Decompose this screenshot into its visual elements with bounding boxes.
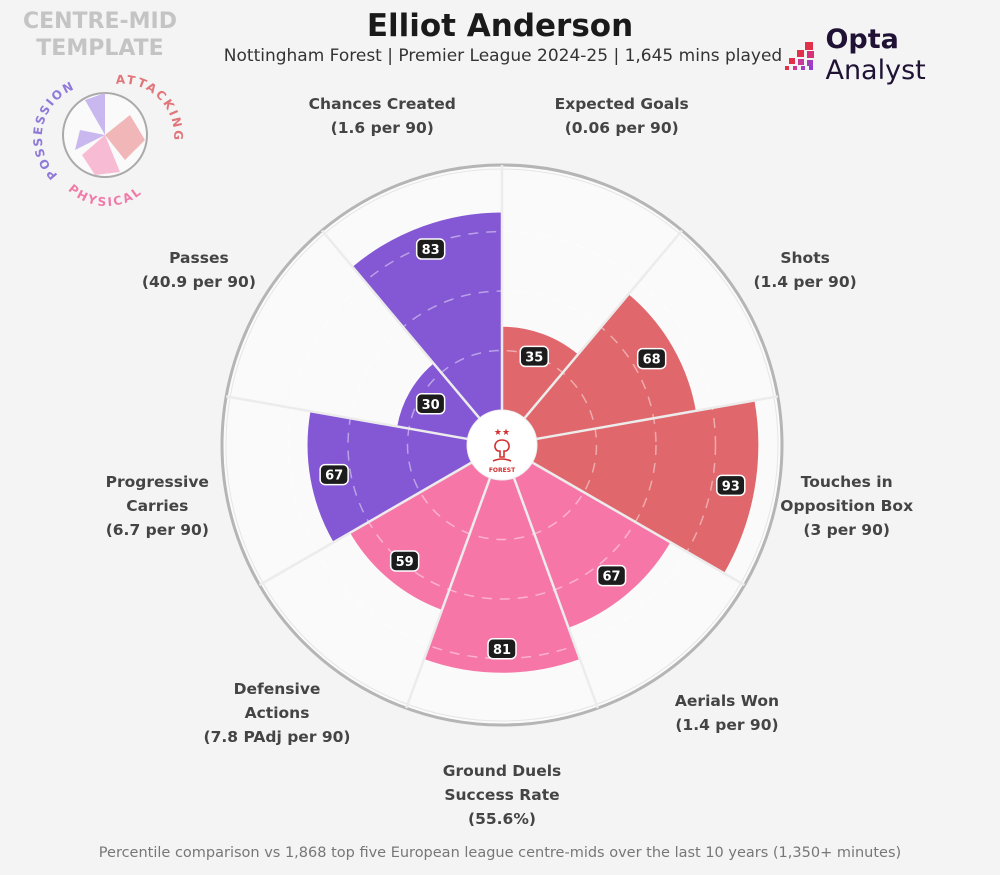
slice-divider (258, 461, 473, 587)
template-legend-icon: POSSESSION ATTACKING PHYSICAL (31, 73, 184, 210)
value-label-box (716, 474, 746, 497)
bar-attacking (524, 294, 696, 439)
bar-possession (307, 411, 472, 543)
badge-text: FOREST (489, 467, 516, 474)
value-label-text: 68 (643, 353, 661, 368)
brand-bold: Opta (825, 24, 899, 55)
bar-possession (352, 212, 502, 419)
value-label: 35 (519, 345, 550, 368)
forest-tree-icon (492, 439, 512, 462)
slice-divider (405, 477, 492, 709)
value-label-text: 30 (422, 398, 440, 413)
value-label: 59 (389, 550, 420, 572)
badge-stars-icon: ★★ (494, 428, 510, 438)
value-label: 30 (415, 393, 446, 415)
value-label: 67 (596, 564, 627, 587)
category-label: (55.6%) (468, 810, 536, 828)
category-label: (7.8 PAdj per 90) (204, 728, 351, 746)
category-label: (1.6 per 90) (331, 119, 434, 137)
value-label-box (636, 347, 667, 370)
value-label-box (487, 638, 517, 660)
brand-rest: Analyst (825, 55, 926, 86)
category-label: (3 per 90) (803, 521, 890, 539)
category-label: (0.06 per 90) (565, 119, 679, 137)
slice-divider (523, 229, 683, 419)
slice-divider (536, 395, 778, 441)
bar-attacking (532, 400, 759, 574)
category-label: Expected Goals (555, 95, 689, 113)
bar-physical (424, 477, 580, 673)
slice-divider (512, 477, 599, 709)
value-label-box (596, 564, 627, 587)
opta-logo-icon (785, 42, 814, 70)
category-label: (6.7 per 90) (106, 521, 209, 539)
category-label: (1.4 per 90) (753, 273, 856, 291)
value-label: 83 (415, 238, 446, 260)
category-label: (40.9 per 90) (142, 273, 256, 291)
value-label: 68 (636, 347, 667, 370)
category-label: Opposition Box (780, 497, 913, 515)
slice-divider (531, 461, 746, 587)
template-line-1: CENTRE-MID (22, 9, 178, 34)
category-label: Shots (780, 249, 829, 267)
value-label-text: 59 (396, 555, 414, 570)
category-label: Chances Created (309, 95, 456, 113)
value-label-text: 83 (422, 243, 440, 258)
category-label: Passes (169, 249, 229, 267)
category-label: Defensive (234, 680, 321, 698)
value-label-text: 93 (722, 479, 740, 494)
value-label-box (415, 238, 446, 260)
category-label: (1.4 per 90) (675, 716, 778, 734)
value-label-box (519, 345, 550, 368)
value-label-box (389, 550, 420, 572)
subtitle: Nottingham Forest | Premier League 2024-… (223, 46, 783, 66)
category-label: Actions (245, 704, 310, 722)
gridline-25 (406, 349, 598, 541)
slice-divider (226, 395, 468, 441)
category-label: Carries (126, 497, 188, 515)
player-name: Elliot Anderson (366, 8, 634, 44)
footer-note: Percentile comparison vs 1,868 top five … (98, 845, 902, 861)
value-label-text: 67 (325, 469, 343, 484)
slice-divider (321, 229, 481, 419)
value-label: 67 (319, 463, 349, 486)
category-label: Touches in (801, 473, 893, 491)
category-label: Ground Duels (443, 762, 562, 780)
template-title: CENTRE-MID TEMPLATE (20, 8, 180, 62)
value-label: 93 (716, 474, 746, 497)
club-badge (466, 409, 538, 481)
value-label-box (319, 463, 349, 486)
value-label-text: 67 (603, 570, 621, 585)
opta-analyst-logo: Opta Analyst (785, 24, 1000, 86)
category-label: Progressive (106, 473, 209, 491)
bar-physical (513, 462, 671, 628)
value-label-text: 35 (525, 350, 543, 365)
category-label: Aerials Won (675, 692, 779, 710)
category-label: Success Rate (444, 786, 559, 804)
value-label: 81 (487, 638, 517, 660)
value-label-text: 81 (493, 643, 511, 658)
value-label-box (415, 393, 446, 415)
template-line-2: TEMPLATE (36, 36, 164, 61)
gridline-75 (287, 230, 717, 660)
